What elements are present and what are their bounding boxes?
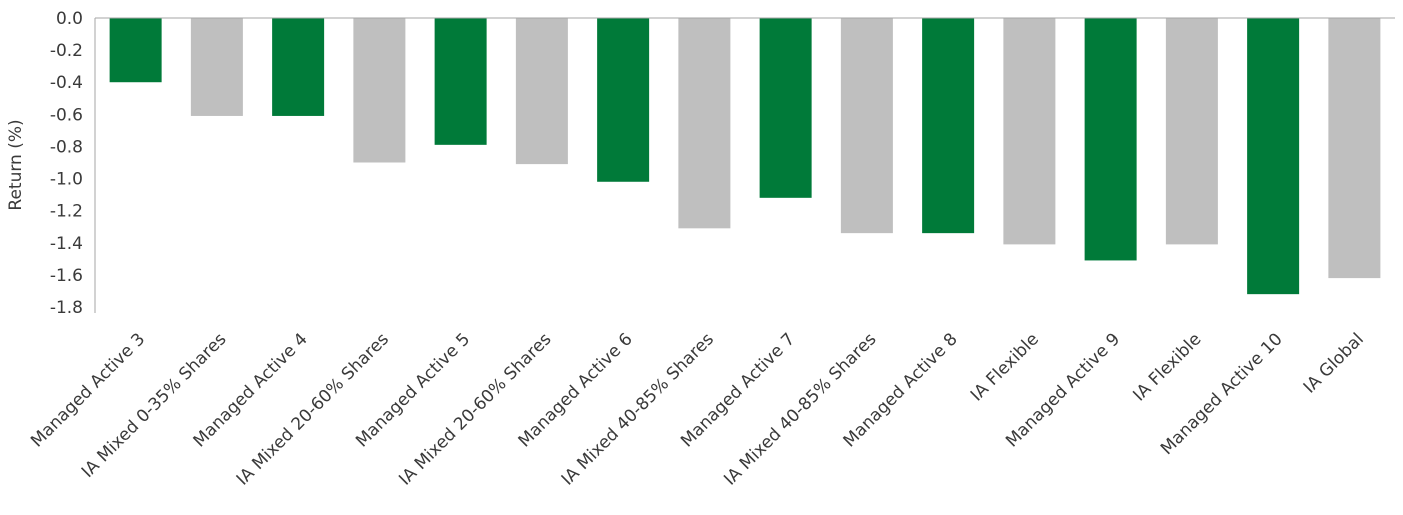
bar [840,18,893,234]
bars [109,18,1381,295]
bar [597,18,650,182]
bar [1084,18,1137,261]
y-tick-label: -1.6 [50,266,83,286]
y-axis: 0.0 -0.2 -0.4 -0.6 -0.8 -1.0 -1.2 -1.4 -1.6 -1.8 [50,9,96,318]
bar [1247,18,1300,295]
bar [922,18,975,234]
bar [678,18,731,229]
bar [759,18,812,198]
bar [434,18,487,145]
y-tick-label: -0.8 [50,137,83,157]
x-tick-label: IA Mixed 0-35% Shares [78,329,231,482]
bar [272,18,325,116]
x-tick-label: IA Flexible [1129,329,1205,405]
x-tick-label: IA Mixed 40-85% Shares [720,329,880,489]
bar [1165,18,1218,245]
bar [515,18,568,165]
bar [1003,18,1056,245]
y-tick-label: -0.2 [50,41,83,61]
y-tick-label: -1.4 [50,234,83,254]
x-tick-label: IA Mixed 20-60% Shares [233,329,393,489]
bar [1328,18,1381,279]
y-tick-label: -1.8 [50,298,83,318]
bar [109,18,162,83]
y-tick-label: -0.6 [50,105,83,125]
x-tick-label: IA Mixed 20-60% Shares [395,329,555,489]
y-tick-label: 0.0 [56,9,83,29]
x-tick-label: IA Flexible [967,329,1043,405]
y-tick-label: -1.0 [50,170,83,190]
bar [190,18,243,116]
x-tick-label: IA Global [1300,329,1368,397]
bar [353,18,406,163]
y-axis-label: Return (%) [6,119,26,210]
y-tick-label: -0.4 [50,73,83,93]
x-tick-label: IA Mixed 40-85% Shares [558,329,718,489]
y-tick-label: -1.2 [50,202,83,222]
